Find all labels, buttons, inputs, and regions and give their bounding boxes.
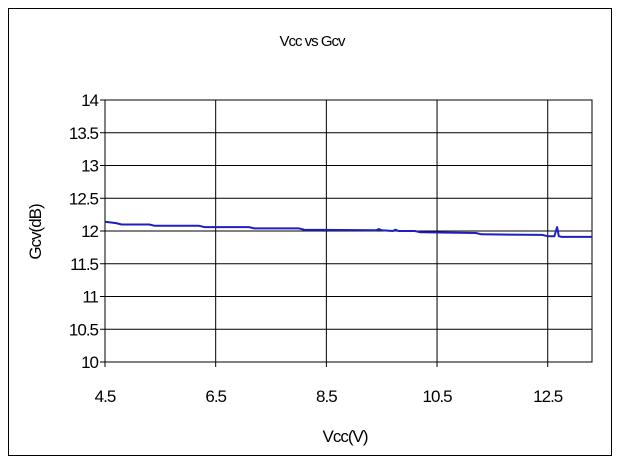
y-tick-label: 14 <box>81 91 98 110</box>
y-tick-label: 11.5 <box>70 255 98 274</box>
series-group <box>104 220 592 238</box>
y-tick-label: 10 <box>81 353 98 372</box>
y-tick-label: 10.5 <box>69 320 99 339</box>
x-tick-label: 4.5 <box>95 387 116 406</box>
y-axis-ticks: 10 10.5 11 11.5 12 12.5 13 13.5 14 <box>69 91 105 372</box>
y-tick-label: 11 <box>82 288 98 307</box>
x-tick-label: 8.5 <box>316 387 337 406</box>
chart-title: Vcc vs Gcv <box>279 33 346 50</box>
x-axis-ticks: 4.5 6.5 8.5 10.5 12.5 <box>95 362 564 406</box>
y-axis-label: Gcv(dB) <box>26 204 45 260</box>
x-tick-label: 10.5 <box>422 387 452 406</box>
y-tick-label: 13.5 <box>69 124 99 143</box>
y-tick-label: 12.5 <box>69 189 99 208</box>
x-tick-label: 12.5 <box>533 387 563 406</box>
y-tick-label: 13 <box>81 157 98 176</box>
x-axis-label: Vcc(V) <box>323 427 368 446</box>
series-line-0 <box>104 220 592 238</box>
chart-frame <box>8 8 612 456</box>
y-tick-label: 12 <box>81 222 98 241</box>
x-tick-label: 6.5 <box>205 387 226 406</box>
